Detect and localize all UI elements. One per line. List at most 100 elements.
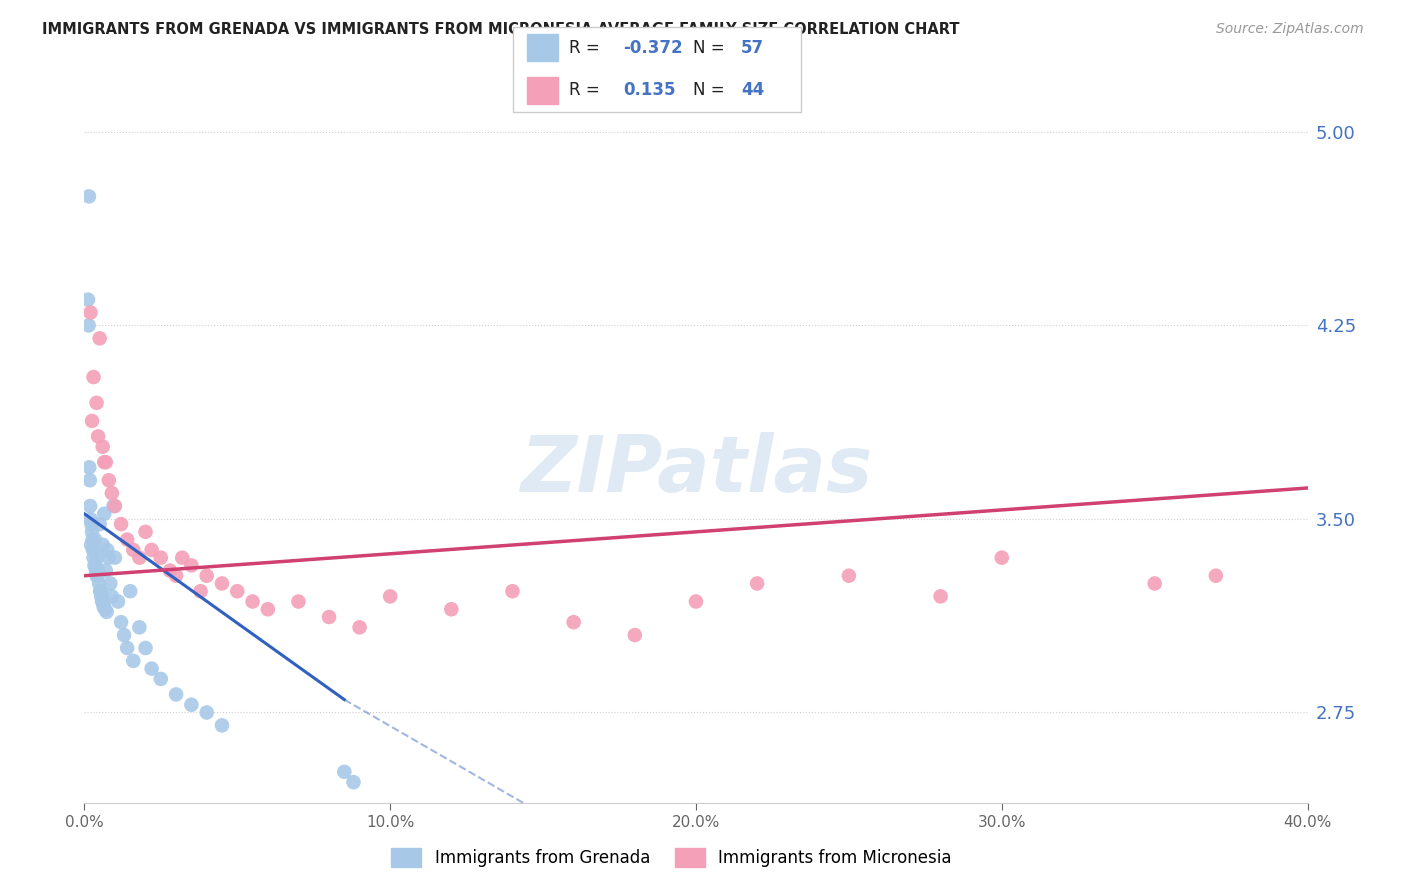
Point	[1143, 576, 1166, 591]
Point	[91, 538, 114, 552]
Point	[80, 414, 103, 428]
Point	[135, 524, 157, 539]
Text: IMMIGRANTS FROM GRENADA VS IMMIGRANTS FROM MICRONESIA AVERAGE FAMILY SIZE CORREL: IMMIGRANTS FROM GRENADA VS IMMIGRANTS FR…	[42, 22, 960, 37]
Text: 57: 57	[741, 39, 763, 57]
Point	[103, 499, 125, 513]
Point	[83, 550, 105, 565]
Point	[84, 564, 107, 578]
Point	[141, 662, 163, 676]
Point	[120, 584, 142, 599]
Point	[82, 542, 104, 557]
Point	[838, 568, 860, 582]
Text: N =: N =	[693, 81, 730, 99]
Point	[83, 558, 105, 573]
Point	[77, 189, 100, 203]
Point	[86, 568, 108, 582]
Point	[149, 550, 172, 565]
Point	[502, 584, 524, 599]
Point	[195, 706, 218, 720]
Point	[91, 594, 114, 608]
Point	[226, 584, 249, 599]
Point	[80, 524, 103, 539]
Point	[82, 533, 104, 547]
Point	[77, 460, 100, 475]
Point	[77, 318, 100, 333]
Point	[87, 564, 110, 578]
Point	[110, 517, 132, 532]
Text: -0.372: -0.372	[623, 39, 682, 57]
Point	[107, 594, 129, 608]
Point	[104, 499, 127, 513]
Point	[991, 550, 1014, 565]
Point	[94, 455, 117, 469]
Point	[141, 542, 163, 557]
Point	[333, 764, 356, 779]
Point	[89, 517, 111, 532]
Point	[211, 718, 233, 732]
Point	[89, 584, 111, 599]
Point	[80, 517, 103, 532]
Point	[180, 698, 202, 712]
Point	[86, 396, 108, 410]
Point	[159, 564, 181, 578]
Point	[98, 576, 121, 591]
Point	[87, 576, 110, 591]
Point	[349, 620, 371, 634]
Point	[93, 455, 115, 469]
Point	[211, 576, 233, 591]
Legend: Immigrants from Grenada, Immigrants from Micronesia: Immigrants from Grenada, Immigrants from…	[385, 841, 959, 874]
Point	[83, 370, 105, 384]
Point	[165, 568, 187, 582]
Point	[440, 602, 463, 616]
Point	[101, 486, 124, 500]
Point	[96, 542, 118, 557]
Point	[79, 512, 101, 526]
Point	[122, 654, 145, 668]
Point	[685, 594, 707, 608]
Point	[195, 568, 218, 582]
Point	[104, 550, 127, 565]
Point	[135, 640, 157, 655]
Point	[93, 599, 115, 614]
Point	[79, 473, 101, 487]
Point	[110, 615, 132, 630]
Text: Source: ZipAtlas.com: Source: ZipAtlas.com	[1216, 22, 1364, 37]
Point	[94, 602, 117, 616]
Point	[91, 440, 114, 454]
Point	[84, 558, 107, 573]
Point	[342, 775, 364, 789]
Point	[101, 590, 124, 604]
Text: ZIPatlas: ZIPatlas	[520, 433, 872, 508]
Point	[149, 672, 172, 686]
Point	[83, 542, 105, 557]
Point	[242, 594, 264, 608]
Point	[624, 628, 647, 642]
Point	[86, 550, 108, 565]
Text: R =: R =	[569, 39, 606, 57]
Point	[165, 687, 187, 701]
Point	[84, 533, 107, 547]
Point	[929, 590, 952, 604]
Point	[79, 499, 101, 513]
Point	[562, 615, 585, 630]
Point	[115, 533, 138, 547]
Point	[80, 538, 103, 552]
Point	[190, 584, 212, 599]
Text: R =: R =	[569, 81, 606, 99]
Point	[89, 331, 111, 345]
Text: 0.135: 0.135	[623, 81, 675, 99]
Point	[747, 576, 769, 591]
Point	[90, 584, 112, 599]
Point	[115, 640, 138, 655]
Text: 44: 44	[741, 81, 765, 99]
Point	[86, 568, 108, 582]
Point	[97, 473, 120, 487]
Point	[93, 507, 115, 521]
Point	[122, 542, 145, 557]
Point	[257, 602, 280, 616]
Point	[172, 550, 194, 565]
Point	[79, 305, 101, 319]
Point	[97, 550, 120, 565]
Point	[380, 590, 402, 604]
Point	[180, 558, 202, 573]
